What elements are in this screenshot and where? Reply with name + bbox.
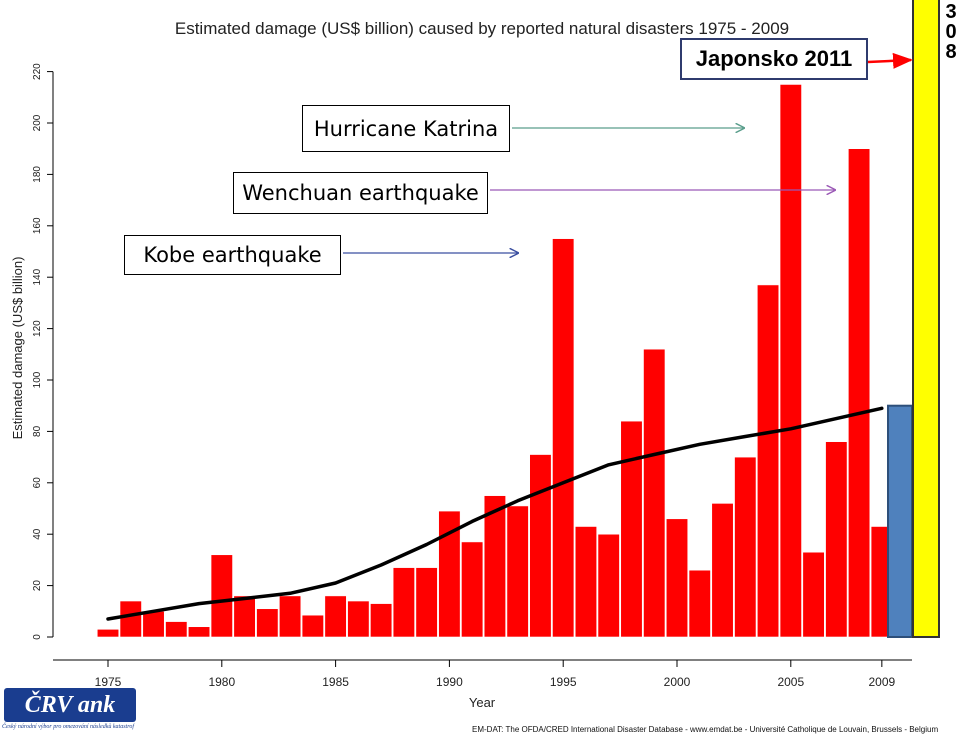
bar-2000 [665, 518, 689, 638]
x-tick-label: 1975 [95, 675, 122, 689]
bar-1976 [119, 600, 142, 638]
bar-1981 [233, 595, 256, 638]
x-tick-label: 2005 [777, 675, 804, 689]
bar-1990 [438, 510, 461, 638]
y-tick-label: 180 [32, 166, 43, 183]
bar-1998 [620, 420, 643, 638]
y-axis-label: Estimated damage (US$ billion) [10, 257, 25, 440]
annotation-hurricane-katrina: Hurricane Katrina [302, 105, 510, 152]
bar-1992 [483, 495, 506, 638]
bar-1984 [301, 614, 324, 638]
bar-1988 [392, 567, 415, 638]
bar-1986 [347, 600, 370, 638]
bar-1978 [165, 621, 188, 638]
x-tick-label: 1995 [550, 675, 577, 689]
y-tick-label: 220 [32, 63, 43, 80]
y-tick-label: 80 [32, 425, 43, 437]
annotation-arrows [343, 52, 913, 253]
bar-1999 [643, 348, 666, 638]
bar-1994 [529, 454, 552, 638]
logo-mark: ČRV ank [4, 688, 136, 722]
overflow-value-label: 3 0 8 [942, 2, 959, 62]
bar-1996 [574, 526, 598, 638]
overflow-digit: 0 [945, 21, 957, 43]
bar-2007 [825, 441, 848, 638]
bar-2001 [688, 569, 711, 638]
bars [96, 0, 940, 639]
source-note: EM-DAT: The OFDA/CRED International Disa… [472, 725, 939, 734]
bar-2006 [802, 551, 825, 638]
bar-1991 [461, 541, 484, 638]
bar-1993 [506, 505, 529, 638]
logo-subtitle: Český národní výbor pro omezování násled… [2, 724, 134, 730]
bar-1985 [324, 595, 347, 638]
annotation-wenchuan: Wenchuan earthquake [233, 172, 488, 214]
x-tick-label: 2009 [868, 675, 895, 689]
y-tick-label: 0 [32, 634, 43, 640]
bar-1997 [597, 533, 620, 638]
labels: 0 20 40 60 80 100 120 140 160 180 200 220 1975 1980 19… [10, 19, 896, 710]
bar-2003 [734, 456, 757, 638]
y-tick-label: 200 [32, 114, 43, 131]
bar-1982 [256, 608, 279, 638]
y-tick-label: 140 [32, 268, 43, 285]
y-tick-label: 100 [32, 371, 43, 388]
annotation-arrow [867, 52, 913, 69]
bar-1983 [279, 595, 302, 638]
trend-line-path [106, 406, 884, 621]
bar-2008 [848, 148, 871, 638]
bar-1989 [415, 567, 438, 638]
trend-line [106, 406, 884, 621]
bar-2010 [887, 404, 913, 639]
x-tick-label: 1990 [436, 675, 463, 689]
x-tick-label: 1985 [322, 675, 349, 689]
y-tick-label: 60 [32, 477, 43, 489]
logo: ČRV ank Český národní výbor pro omezován… [2, 688, 138, 735]
bar-2004 [756, 284, 780, 638]
bar-1987 [370, 603, 393, 638]
bar-1995 [552, 238, 575, 638]
y-tick-label: 120 [32, 320, 43, 337]
axes [47, 71, 912, 667]
bar-2011 [912, 0, 940, 638]
bar-1979 [187, 626, 211, 638]
bar-1980 [210, 554, 233, 638]
y-tick-label: 160 [32, 217, 43, 234]
bar-1977 [142, 610, 165, 638]
overflow-digit: 8 [945, 41, 957, 63]
y-tick-label: 20 [32, 580, 43, 592]
bar-1975 [96, 628, 120, 638]
annotation-kobe: Kobe earthquake [124, 235, 341, 275]
bar-2002 [711, 503, 734, 638]
chart-title: Estimated damage (US$ billion) caused by… [175, 19, 789, 38]
bar-2005 [779, 84, 802, 638]
x-tick-label: 1980 [208, 675, 235, 689]
annotation-japonsko: Japonsko 2011 [680, 38, 868, 80]
y-tick-label: 40 [32, 528, 43, 540]
x-tick-label: 2000 [664, 675, 691, 689]
x-axis-label: Year [469, 695, 496, 710]
overflow-digit: 3 [945, 1, 957, 23]
